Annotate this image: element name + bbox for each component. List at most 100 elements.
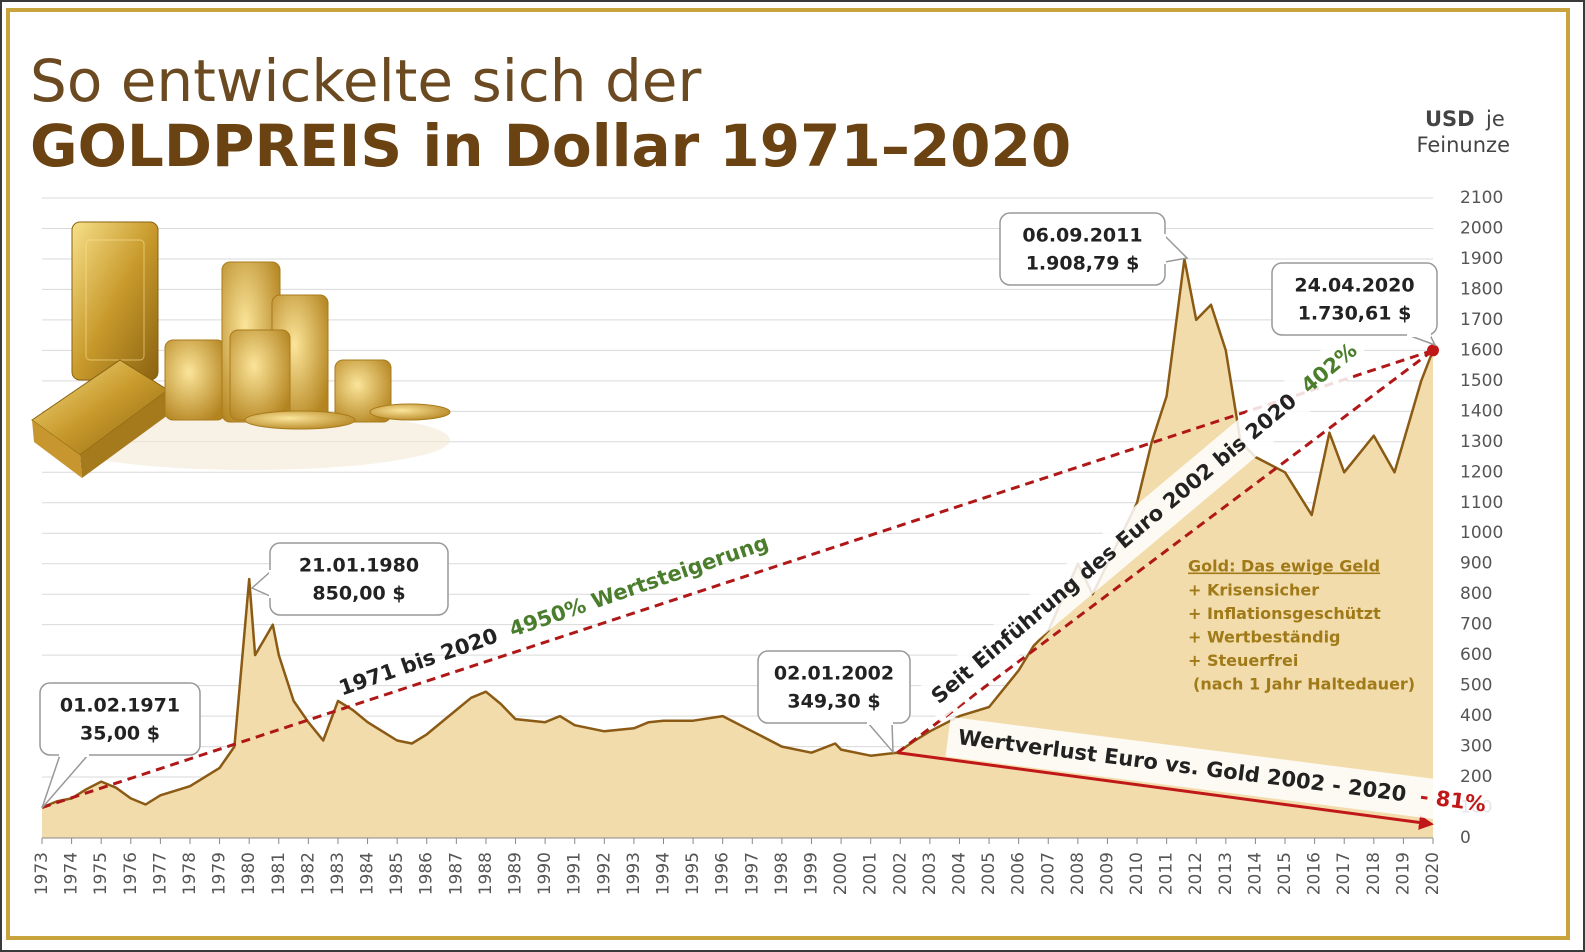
- info-item: + Inflationsgeschützt: [1188, 604, 1381, 623]
- y-tick-label: 600: [1460, 645, 1492, 665]
- y-tick-label: 1200: [1460, 462, 1503, 482]
- x-tick-label: 1999: [801, 852, 821, 895]
- title-line-2: GOLDPREIS in Dollar 1971–2020: [30, 112, 1071, 180]
- y-label-per: je: [1485, 107, 1505, 131]
- y-tick-label: 1500: [1460, 371, 1503, 391]
- loss-arrow: [897, 751, 1434, 830]
- x-tick-label: 2001: [861, 852, 881, 895]
- x-tick-label: 1982: [298, 852, 318, 895]
- x-tick-label: 1977: [150, 852, 170, 895]
- x-tick-label: 1997: [742, 852, 762, 895]
- info-item: (nach 1 Jahr Haltedauer): [1193, 675, 1415, 694]
- x-tick-label: 2015: [1275, 852, 1295, 895]
- x-tick-label: 1976: [121, 852, 141, 895]
- frame: [6, 8, 1570, 940]
- x-tick-label: 2007: [1038, 852, 1058, 895]
- y-tick-label: 500: [1460, 676, 1492, 696]
- x-tick-label: 2006: [1009, 852, 1029, 895]
- callout: 01.02.1971 35,00 $: [39, 682, 201, 809]
- x-tick-label: 1981: [269, 852, 289, 895]
- y-tick-label: 400: [1460, 706, 1492, 726]
- callout-price: 35,00 $: [80, 723, 160, 745]
- y-tick-label: 1400: [1460, 401, 1503, 421]
- callout-date: 02.01.2002: [774, 663, 894, 685]
- y-tick-label: 300: [1460, 737, 1492, 757]
- callout-patch: [269, 570, 271, 598]
- trend-line: [41, 348, 1434, 809]
- callout-patch: [59, 753, 89, 757]
- y-label-unit: USD: [1425, 107, 1475, 131]
- x-tick-label: 1978: [180, 852, 200, 895]
- callout-patch: [1407, 333, 1431, 337]
- callout-price: 1.730,61 $: [1298, 303, 1412, 325]
- title-line-1: So entwickelte sich der: [30, 47, 701, 115]
- x-tick-label: 1973: [32, 852, 52, 895]
- area: [42, 259, 1433, 838]
- callout-date: 01.02.1971: [60, 695, 180, 717]
- x-tick-label: 2002: [890, 852, 910, 895]
- x-tick-label: 1980: [239, 852, 259, 895]
- y-tick-label: 2000: [1460, 218, 1503, 238]
- x-tick-label: 1991: [565, 852, 585, 895]
- callout-date: 24.04.2020: [1294, 275, 1414, 297]
- x-tick-label: 2016: [1305, 852, 1325, 895]
- y-tick-label: 1600: [1460, 340, 1503, 360]
- x-tick-label: 1989: [506, 852, 526, 895]
- x-tick-label: 1988: [476, 852, 496, 895]
- callout-box: [757, 650, 911, 724]
- x-tick-label: 2008: [1068, 852, 1088, 895]
- y-tick-label: 1700: [1460, 310, 1503, 330]
- x-tick-label: 1998: [772, 852, 792, 895]
- callout: 06.09.2011 1.908,79 $: [999, 212, 1189, 286]
- x-tick-label: 2009: [1097, 852, 1117, 895]
- y-tick-label: 1800: [1460, 279, 1503, 299]
- x-tick-label: 2005: [979, 852, 999, 895]
- x-tick-label: 2010: [1127, 852, 1147, 895]
- x-tick-label: 1995: [683, 852, 703, 895]
- x-tick-label: 1996: [713, 852, 733, 895]
- line: [41, 257, 1435, 809]
- y-tick-label: 200: [1460, 767, 1492, 787]
- x-tick-label: 1983: [328, 852, 348, 895]
- y-tick-label: 1100: [1460, 493, 1503, 513]
- x-tick-label: 1993: [624, 852, 644, 895]
- x-tick-label: 2018: [1364, 852, 1384, 895]
- x-tick-label: 2012: [1186, 852, 1206, 895]
- label-band: [945, 716, 1495, 827]
- x-tick-label: 2020: [1423, 852, 1443, 895]
- label-band: [914, 328, 1372, 722]
- x-tick-label: 2004: [949, 852, 969, 895]
- x-tick-label: 2011: [1157, 852, 1177, 895]
- callout-price: 349,30 $: [787, 691, 880, 713]
- x-tick-label: 1986: [417, 852, 437, 895]
- x-tick-label: 2000: [831, 852, 851, 895]
- y-label-unit-2: Feinunze: [1416, 133, 1510, 157]
- gold-image: [31, 221, 451, 478]
- x-tick-label: 1990: [535, 852, 555, 895]
- callout-date: 21.01.1980: [299, 555, 419, 577]
- x-tick-label: 1974: [62, 852, 82, 895]
- y-tick-label: 900: [1460, 554, 1492, 574]
- info-item: + Steuerfrei: [1188, 651, 1298, 670]
- callout-patch: [867, 721, 893, 725]
- x-tick-label: 1992: [594, 852, 614, 895]
- callout: 24.04.2020 1.730,61 $: [1271, 262, 1438, 347]
- info-item: + Wertbeständig: [1188, 628, 1341, 647]
- x-tick-label: 2013: [1216, 852, 1236, 895]
- y-tick-label: 800: [1460, 584, 1492, 604]
- x-tick-label: 1994: [654, 852, 674, 895]
- trend-line: [896, 349, 1434, 754]
- x-tick-label: 1984: [358, 852, 378, 895]
- y-tick-label: 1300: [1460, 432, 1503, 452]
- y-tick-label: 0: [1460, 828, 1471, 848]
- info-item: + Krisensicher: [1188, 581, 1319, 600]
- x-tick-label: 2003: [920, 852, 940, 895]
- x-tick-label: 2014: [1245, 852, 1265, 895]
- callout-price: 1.908,79 $: [1026, 253, 1140, 275]
- callout-box: [1271, 262, 1438, 336]
- callout-patch: [1164, 234, 1166, 264]
- x-tick-label: 1987: [446, 852, 466, 895]
- callout: 21.01.1980 850,00 $: [250, 542, 449, 616]
